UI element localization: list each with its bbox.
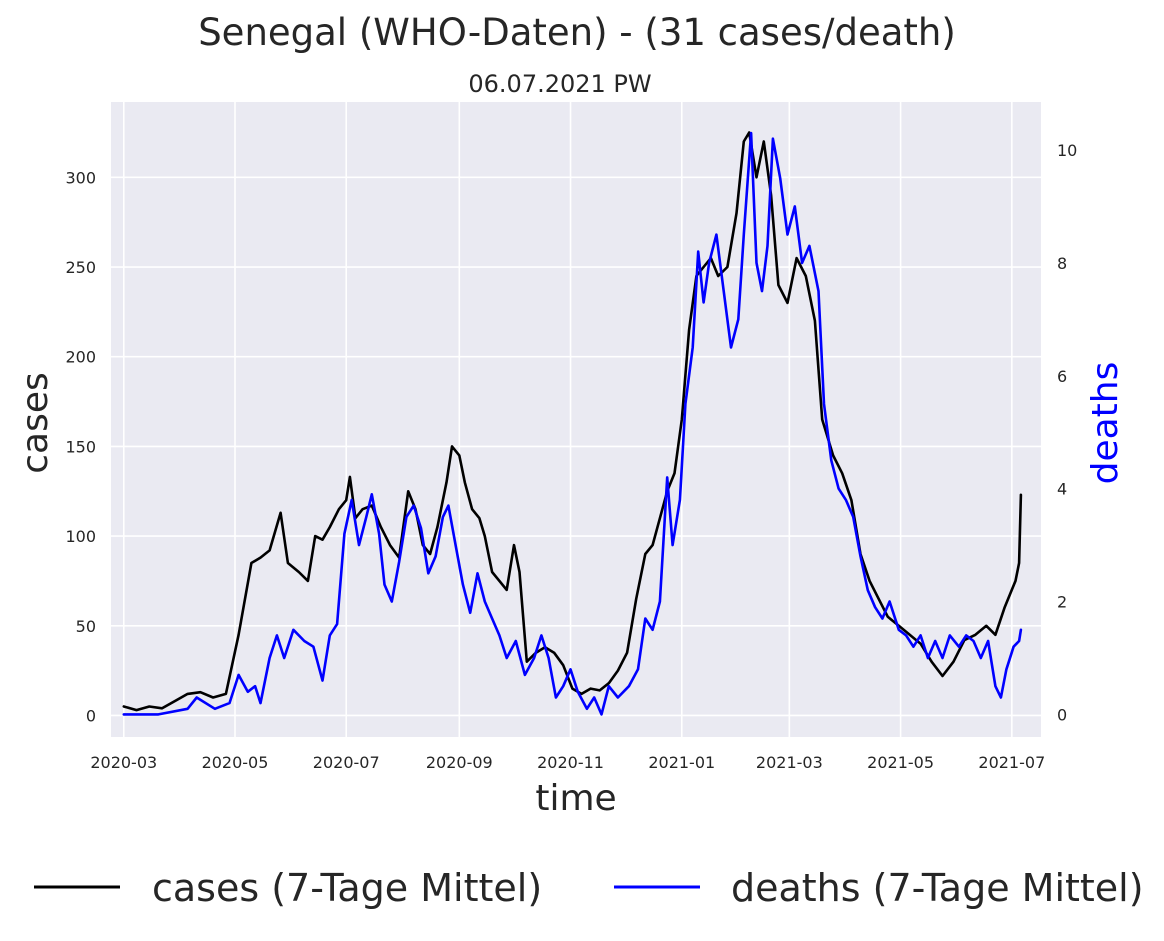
x-tick-label: 2020-03 xyxy=(90,753,157,772)
y-left-tick-labels: 0 50 100 150 200 250 300 xyxy=(65,168,96,725)
y-right-tick-label: 10 xyxy=(1057,141,1077,160)
x-tick-label: 2020-09 xyxy=(426,753,493,772)
x-tick-label: 2021-05 xyxy=(867,753,934,772)
y-left-axis-label: cases xyxy=(15,372,56,474)
x-tick-label: 2021-01 xyxy=(648,753,715,772)
y-left-tick-label: 0 xyxy=(86,706,96,725)
x-tick-label: 2020-07 xyxy=(313,753,380,772)
legend: cases (7-Tage Mittel) deaths (7-Tage Mit… xyxy=(34,866,1144,910)
y-left-tick-label: 200 xyxy=(65,348,96,367)
x-tick-label: 2020-05 xyxy=(202,753,269,772)
y-left-tick-label: 300 xyxy=(65,168,96,187)
y-left-tick-label: 150 xyxy=(65,437,96,456)
y-right-axis-label: deaths xyxy=(1085,362,1126,485)
chart-title: Senegal (WHO-Daten) - (31 cases/death) xyxy=(198,11,956,54)
y-left-tick-label: 100 xyxy=(65,527,96,546)
series-line-deaths xyxy=(122,131,1023,716)
series-line-cases xyxy=(122,131,1023,712)
y-right-tick-label: 2 xyxy=(1057,593,1067,612)
legend-label-deaths: deaths (7-Tage Mittel) xyxy=(731,866,1144,910)
x-axis-label: time xyxy=(535,778,616,819)
y-right-tick-label: 6 xyxy=(1057,367,1067,386)
x-tick-label: 2020-11 xyxy=(537,753,604,772)
y-right-tick-label: 0 xyxy=(1057,705,1067,724)
y-left-tick-label: 250 xyxy=(65,258,96,277)
y-right-tick-label: 4 xyxy=(1057,480,1067,499)
chart-subtitle: 06.07.2021 PW xyxy=(468,70,651,98)
x-tick-label: 2021-07 xyxy=(978,753,1045,772)
series-layer xyxy=(122,131,1023,716)
plot-area xyxy=(111,102,1041,737)
y-right-tick-labels: 0 2 4 6 8 10 xyxy=(1057,141,1077,724)
y-left-tick-label: 50 xyxy=(76,617,96,636)
x-tick-label: 2021-03 xyxy=(756,753,823,772)
legend-label-cases: cases (7-Tage Mittel) xyxy=(152,866,542,910)
x-tick-labels: 2020-03 2020-05 2020-07 2020-09 2020-11 2021-… xyxy=(90,753,1045,772)
y-right-tick-label: 8 xyxy=(1057,254,1067,273)
